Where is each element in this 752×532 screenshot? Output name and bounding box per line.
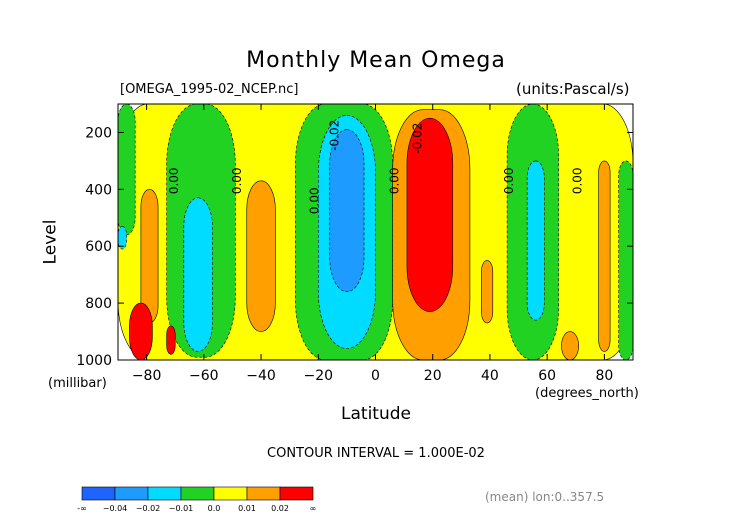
colorbar-tick-label: ∞: [310, 504, 317, 513]
y-tick-label: 400: [85, 182, 112, 198]
contour-label: 0.00: [230, 167, 244, 194]
contour-label: -0.02: [327, 120, 341, 151]
x-tick-label: −40: [246, 368, 276, 384]
contour-region: [329, 129, 365, 293]
x-tick-label: −80: [132, 368, 162, 384]
y-axis-unit: (millibar): [48, 376, 107, 391]
contour-region: [526, 160, 545, 321]
axes: −80 −60 −40 −20 0 20 40 60 80 200 400 600 800 1000: [76, 103, 634, 384]
plot-area: 0.00 0.00 0.00 -0.02 0.00 -0.02 0.00 0.00: [118, 104, 633, 360]
colorbar-tick-label: 0.02: [271, 504, 289, 513]
colorbar-tick-label: 0.0: [208, 504, 221, 513]
colorbar-swatch: [279, 486, 314, 501]
colorbar-swatch: [114, 486, 149, 501]
colorbar-tick-label: −0.01: [169, 504, 194, 513]
x-axis-unit: (degrees_north): [535, 386, 639, 401]
y-tick-label: 200: [85, 125, 112, 141]
x-axis-title: Latitude: [341, 404, 411, 424]
contour-region: [598, 160, 611, 352]
contour-region: [118, 226, 127, 250]
chart-title: Monthly Mean Omega: [246, 48, 506, 73]
y-tick-label: 800: [85, 296, 112, 312]
colorbar-swatch: [246, 486, 281, 501]
contour-label: 0.00: [502, 167, 516, 194]
x-tick-label: 40: [481, 368, 499, 384]
colorbar-tick-label: -∞: [77, 504, 87, 513]
contour-region: [129, 302, 153, 360]
colorbar: -∞ −0.04 −0.02 −0.01 0.0 0.01 0.02 ∞: [77, 486, 317, 513]
x-tick-label: 20: [424, 368, 442, 384]
contour-region: [183, 197, 213, 352]
contour-label: 0.00: [167, 167, 181, 194]
contour-label: -0.02: [410, 123, 424, 154]
colorbar-swatch: [147, 486, 182, 501]
contour-label: 0.00: [571, 167, 585, 194]
contour-region: [406, 117, 454, 312]
mean-longitude-note: (mean) lon:0..357.5: [485, 490, 605, 504]
colorbar-tick-label: 0.01: [238, 504, 256, 513]
y-tick-label: 600: [85, 239, 112, 255]
contour-interval-label: CONTOUR INTERVAL = 1.000E-02: [267, 446, 485, 461]
contour-region: [166, 325, 176, 355]
units-label: (units:Pascal/s): [516, 80, 630, 98]
x-tick-label: −20: [304, 368, 334, 384]
contour-label: 0.00: [307, 187, 321, 214]
colorbar-tick-label: −0.02: [136, 504, 161, 513]
y-tick-label: 1000: [76, 353, 112, 369]
contour-region: [140, 189, 159, 324]
contour-region: [561, 331, 579, 360]
contour-label: 0.00: [387, 167, 401, 194]
contour-region: [481, 260, 494, 324]
colorbar-tick-label: −0.04: [103, 504, 128, 513]
contour-region: [246, 180, 276, 332]
contour-regions: 0.00 0.00 0.00 -0.02 0.00 -0.02 0.00 0.00: [118, 104, 633, 360]
x-tick-label: 80: [595, 368, 613, 384]
file-info-label: [OMEGA_1995-02_NCEP.nc]: [120, 82, 299, 97]
contour-region: [618, 160, 633, 360]
contour-region: [118, 104, 136, 236]
x-tick-label: 60: [538, 368, 556, 384]
colorbar-swatch: [180, 486, 215, 501]
x-tick-label: 0: [371, 368, 380, 384]
colorbar-swatch: [81, 486, 116, 501]
x-tick-label: −60: [189, 368, 219, 384]
colorbar-swatch: [213, 486, 248, 501]
